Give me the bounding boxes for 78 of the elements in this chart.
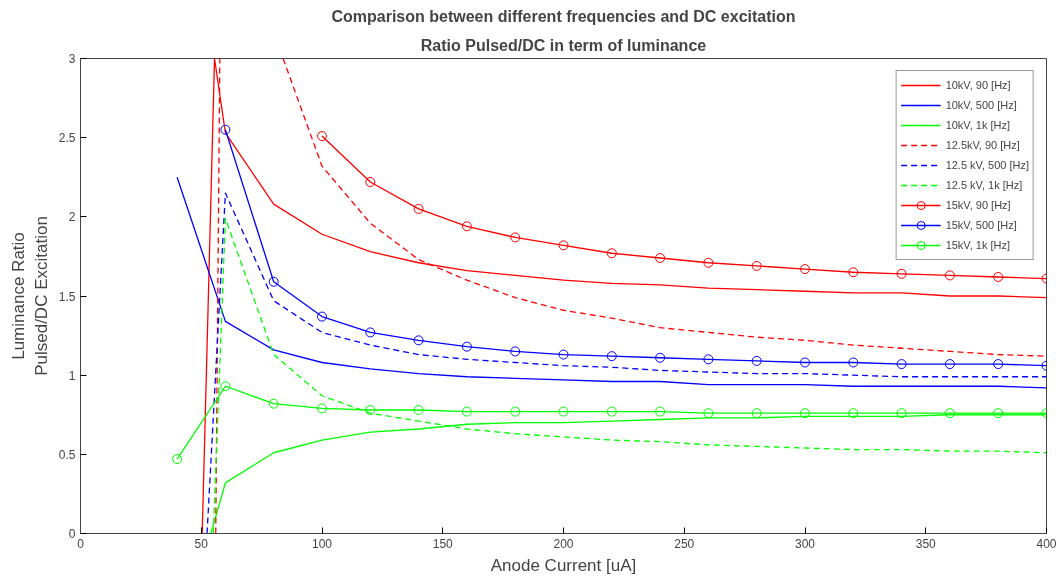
y-tick-label: 2.5 [58,131,76,146]
x-tick-label: 400 [1036,536,1056,551]
point [751,408,762,419]
legend-label: 12.5 kV, 1k [Hz] [945,179,1023,191]
point [365,327,376,338]
point [848,357,859,368]
y-tick-label: 1.5 [58,289,76,304]
point [848,408,859,419]
point [606,351,617,362]
point [703,408,714,419]
point [220,381,231,392]
x-axis-title: Anode Current [uA] [490,555,637,575]
point [461,221,472,232]
point [655,253,666,263]
x-tick-label: 350 [915,536,937,551]
point [751,355,762,366]
point [944,408,955,419]
point [365,177,376,187]
point [510,232,521,243]
point [461,341,472,352]
point [800,357,810,368]
point [558,349,569,360]
x-tick-label: 200 [553,536,574,551]
point [413,335,424,346]
point [558,406,569,417]
legend-label: 10kV, 90 [Hz] [945,79,1011,91]
point [896,268,907,279]
point [944,359,955,370]
point [268,276,279,287]
y-tick-label: 0 [68,527,76,541]
point [606,248,617,259]
chart-title: Comparison between different frequencies and DC excitation [331,7,796,25]
point [461,406,472,417]
point [317,311,327,322]
y-tick-label: 3 [68,52,76,66]
y-axis-title: Luminance Ratio Pulsed/DC Excitation [9,216,51,376]
legend-label: 10kV, 500 [Hz] [945,99,1017,111]
point [268,398,279,409]
x-tick-label: 250 [674,536,695,551]
point [413,405,424,415]
legend-label: 15kV, 500 [Hz] [945,219,1017,231]
point [655,352,666,363]
point [896,359,907,370]
legend-label: 15kV, 90 [Hz] [945,199,1011,211]
point [993,359,1004,370]
chart-subtitle: Ratio Pulsed/DC in term of luminance [420,36,707,54]
legend-label: 15kV, 1k [Hz] [945,239,1011,251]
legend-label: 12.5 kV, 500 [Hz] [945,159,1029,171]
point [993,272,1004,282]
point [317,131,327,142]
y-tick-label: 1 [68,368,76,383]
point [944,270,955,281]
point [510,406,521,417]
point [993,408,1004,419]
point [848,267,859,278]
point [751,260,762,271]
point [365,405,376,415]
point [413,203,424,214]
point [558,240,569,251]
point [896,408,907,419]
y-tick-label: 2 [68,210,76,225]
point [800,408,810,419]
point [606,406,617,417]
point [800,264,810,275]
x-tick-label: 50 [194,536,209,551]
x-tick-label: 150 [432,536,454,551]
y-tick-label: 0.5 [58,447,76,462]
x-tick-label: 100 [311,536,333,551]
point [510,346,521,357]
point [655,406,666,417]
point [172,454,183,465]
legend-label: 12.5kV, 90 [Hz] [945,139,1020,151]
legend-label: 10kV, 1k [Hz] [945,119,1011,131]
x-tick-label: 300 [794,536,816,551]
point [703,257,714,268]
point [220,124,231,135]
point [317,403,327,414]
point [703,354,714,365]
